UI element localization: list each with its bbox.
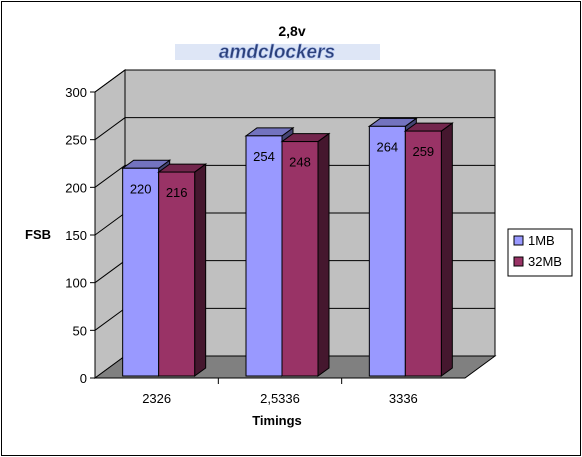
axes: 0 50 100 150 200 250 300 2326 2,5336 3336 <box>65 85 465 406</box>
y-tick-label: 150 <box>65 228 87 243</box>
bar-side <box>317 132 330 377</box>
amdclockers-logo: amdclockers <box>175 42 380 63</box>
y-tick-label: 50 <box>73 323 87 338</box>
y-axis-label: FSB <box>25 227 51 242</box>
bar-32MB-2,5336: 248 <box>280 132 331 377</box>
data-label: 216 <box>166 185 188 200</box>
data-label: 220 <box>130 181 152 196</box>
y-tick-label: 0 <box>80 371 87 386</box>
legend-swatch <box>513 235 524 246</box>
bar-side <box>194 163 207 377</box>
bars: 220 216 254 248 264 259 <box>121 117 454 377</box>
bar-front <box>281 141 319 377</box>
gridline <box>94 69 495 93</box>
y-tick-label: 200 <box>65 180 87 195</box>
bar-1MB-2326: 220 <box>121 159 172 377</box>
chart-title: 2,8v <box>278 23 305 39</box>
x-tick-label: 2,5336 <box>260 391 300 406</box>
data-label: 259 <box>412 144 434 159</box>
bar-32MB-3336: 259 <box>403 122 454 377</box>
gridline <box>94 117 495 141</box>
data-label: 254 <box>253 149 275 164</box>
legend: 1MB 32MB <box>507 228 573 277</box>
bar-front <box>158 171 196 377</box>
legend-entry: 32MB <box>528 254 562 269</box>
bar-front <box>122 167 160 377</box>
bar-front <box>404 130 442 377</box>
y-tick-label: 300 <box>65 85 87 100</box>
legend-entry: 1MB <box>528 233 555 248</box>
bar-front <box>368 125 406 377</box>
bar-32MB-2326: 216 <box>157 163 208 377</box>
x-axis-label: Timings <box>252 413 302 428</box>
bar-side <box>440 122 453 377</box>
y-tick-label: 250 <box>65 133 87 148</box>
data-label: 264 <box>376 139 398 154</box>
x-tick-label: 3336 <box>389 391 418 406</box>
svg-text:amdclockers: amdclockers <box>219 42 335 63</box>
x-tick-label: 2326 <box>142 391 171 406</box>
bar-front <box>245 135 283 377</box>
legend-swatch <box>513 256 524 267</box>
y-tick-label: 100 <box>65 276 87 291</box>
data-label: 248 <box>289 155 311 170</box>
